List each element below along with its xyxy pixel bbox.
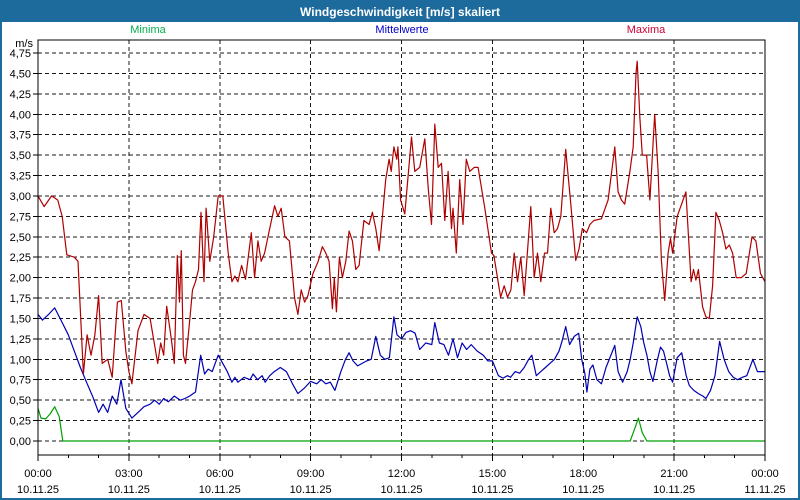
y-tick-label: 1,75 xyxy=(10,293,31,305)
y-tick-label: 2,00 xyxy=(10,273,31,285)
y-tick-label: 4,50 xyxy=(10,68,31,80)
x-tick-time-label: 21:00 xyxy=(660,468,688,480)
y-tick-label: 0,50 xyxy=(10,395,31,407)
y-tick-label: 0,25 xyxy=(10,416,31,428)
x-tick-time-label: 06:00 xyxy=(206,468,234,480)
x-tick-date-label: 10.11.25 xyxy=(653,484,695,496)
y-tick-label: 3,50 xyxy=(10,150,31,162)
x-tick-time-label: 00:00 xyxy=(24,468,52,480)
x-tick-date-label: 10.11.25 xyxy=(380,484,422,496)
y-tick-label: 2,50 xyxy=(10,232,31,244)
legend-item-mittelwerte: Mittelwerte xyxy=(375,24,429,36)
x-tick-date-label: 10.11.25 xyxy=(17,484,59,496)
plot-border xyxy=(37,39,766,456)
y-tick-label: 2,25 xyxy=(10,252,31,264)
window-title: Windgeschwindigkeit [m/s] skaliert xyxy=(300,5,500,19)
y-tick-label: 3,00 xyxy=(10,191,31,203)
x-tick-time-label: 03:00 xyxy=(115,468,143,480)
x-tick-date-label: 10.11.25 xyxy=(471,484,513,496)
y-tick-label: 1,00 xyxy=(10,354,31,366)
x-tick-date-label: 10.11.25 xyxy=(290,484,332,496)
chart-legend: Minima Mittelwerte Maxima xyxy=(2,24,798,38)
window-title-bar: Windgeschwindigkeit [m/s] skaliert xyxy=(2,2,798,22)
y-tick-label: 3,75 xyxy=(10,130,31,142)
x-tick-time-label: 09:00 xyxy=(297,468,325,480)
y-tick-label: 0,00 xyxy=(10,436,31,448)
y-tick-label: 4,75 xyxy=(10,48,31,60)
x-tick-date-label: 10.11.25 xyxy=(199,484,241,496)
x-tick-time-label: 00:00 xyxy=(751,468,779,480)
y-tick-label: 4,00 xyxy=(10,109,31,121)
y-tick-label: 4,25 xyxy=(10,89,31,101)
y-tick-label: 2,75 xyxy=(10,211,31,223)
legend-item-maxima: Maxima xyxy=(626,24,666,36)
x-tick-date-label: 11.11.25 xyxy=(744,484,785,496)
series-minima-line xyxy=(37,406,765,442)
x-tick-time-label: 12:00 xyxy=(388,468,416,480)
y-tick-label: 0,75 xyxy=(10,375,31,387)
x-tick-time-label: 15:00 xyxy=(479,468,507,480)
series-mittelwerte-line xyxy=(37,307,765,419)
legend-item-minima: Minima xyxy=(130,24,166,36)
x-tick-date-label: 10.11.25 xyxy=(108,484,150,496)
y-tick-label: 3,25 xyxy=(10,171,31,183)
y-tick-label: 1,25 xyxy=(10,334,31,346)
x-tick-time-label: 18:00 xyxy=(570,468,598,480)
y-tick-label: 1,50 xyxy=(10,314,31,326)
y-axis-unit-label: m/s xyxy=(15,38,33,50)
x-tick-date-label: 10.11.25 xyxy=(562,484,604,496)
series-maxima-line xyxy=(37,60,766,385)
